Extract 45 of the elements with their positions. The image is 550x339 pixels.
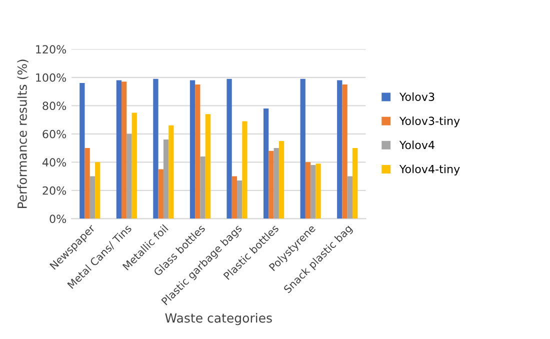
bar xyxy=(90,176,96,219)
bar xyxy=(237,180,242,219)
bar xyxy=(226,78,232,219)
bar xyxy=(264,108,269,219)
legend-label: Yolov4 xyxy=(399,140,434,150)
bar xyxy=(278,140,284,219)
bar xyxy=(300,78,306,219)
bar xyxy=(268,150,274,219)
bar xyxy=(347,176,353,219)
legend-label: Yolov4-tiny xyxy=(399,164,460,176)
legend-label: Yolov3 xyxy=(399,92,434,101)
bar xyxy=(153,78,158,219)
bar xyxy=(232,176,238,219)
bar xyxy=(195,84,200,219)
bar xyxy=(80,83,85,219)
bar xyxy=(200,156,206,219)
bar xyxy=(310,164,316,219)
bar xyxy=(242,121,248,219)
x-axis-title: Waste categories xyxy=(165,313,272,326)
y-tick-label: 20% xyxy=(42,186,66,195)
y-tick-label: 40% xyxy=(42,158,66,167)
bar xyxy=(342,84,348,219)
y-tick-label: 60% xyxy=(42,130,66,138)
bar xyxy=(126,134,132,219)
bar xyxy=(122,82,127,219)
legend-label: Yolov3-tiny xyxy=(399,116,460,128)
bar xyxy=(190,80,196,219)
bar xyxy=(274,148,279,219)
bar xyxy=(205,114,211,219)
y-tick-label: 120% xyxy=(36,45,66,54)
bar xyxy=(168,125,174,219)
bar xyxy=(352,148,358,219)
bar xyxy=(316,164,321,219)
bar xyxy=(305,162,311,219)
y-tick-label: 100% xyxy=(36,73,66,82)
bar xyxy=(158,169,164,219)
bar xyxy=(337,80,342,219)
y-axis-title: Performance results (%) xyxy=(17,60,28,208)
bar xyxy=(163,140,169,219)
bar xyxy=(84,148,90,219)
bar xyxy=(95,162,100,219)
bar xyxy=(116,80,122,219)
y-tick-label: 0% xyxy=(50,214,66,224)
y-tick-label: 80% xyxy=(42,102,66,110)
bar xyxy=(132,112,137,219)
